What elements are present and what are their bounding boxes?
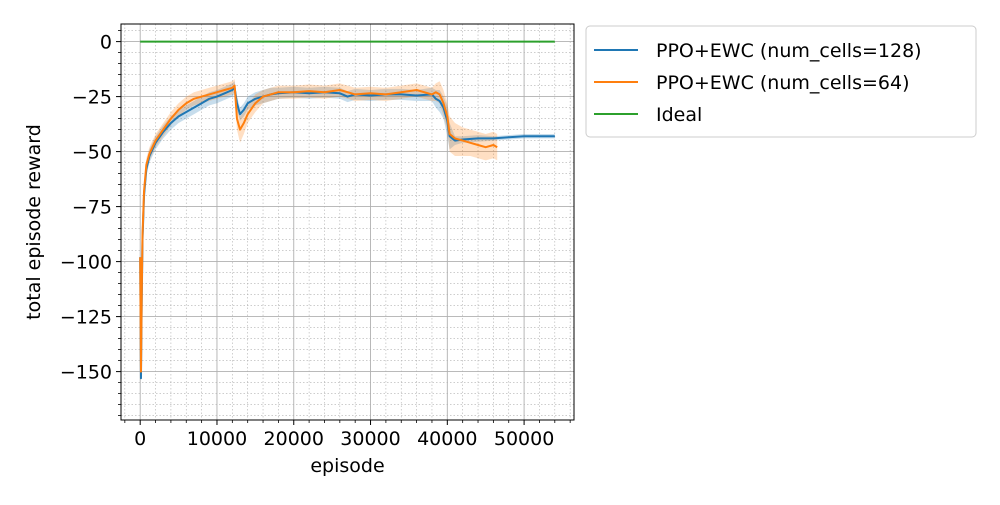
- series-1-band: [140, 81, 555, 379]
- x-tick-label: 0: [134, 428, 146, 450]
- ticks: 0 10000 20000 30000 40000 50000 0 −25 −50 −75 −100…: [60, 30, 571, 450]
- x-tick-label: 10000: [187, 428, 247, 450]
- series-1-line: [139, 86, 555, 380]
- series-2-band: [140, 79, 498, 372]
- legend-label-3: Ideal: [656, 104, 702, 126]
- y-tick-label: −50: [72, 142, 112, 164]
- legend-items: PPO+EWC (num_cells=128) PPO+EWC (num_cell…: [594, 40, 922, 126]
- x-axis-label: episode: [310, 455, 384, 477]
- y-tick-label: −75: [72, 197, 112, 219]
- y-tick-label: 0: [100, 32, 112, 54]
- y-tick-label: −150: [60, 362, 112, 384]
- x-tick-label: 50000: [494, 428, 554, 450]
- series-lines: [139, 40, 555, 380]
- y-tick-label: −100: [60, 252, 112, 274]
- x-tick-label: 30000: [340, 428, 400, 450]
- series-2-line: [139, 84, 498, 373]
- legend: PPO+EWC (num_cells=128) PPO+EWC (num_cell…: [585, 25, 977, 138]
- legend-box: [585, 25, 977, 138]
- plot-frame: [120, 23, 575, 421]
- y-axis-label: total episode reward: [23, 124, 45, 320]
- legend-label-1: PPO+EWC (num_cells=128): [656, 40, 922, 62]
- confidence-bands: [140, 79, 555, 379]
- y-tick-label: −125: [60, 307, 112, 329]
- x-tick-label: 20000: [264, 428, 324, 450]
- y-tick-label: −25: [72, 87, 112, 109]
- x-tick-label: 40000: [417, 428, 477, 450]
- legend-label-2: PPO+EWC (num_cells=64): [656, 72, 910, 94]
- grid: [121, 24, 574, 420]
